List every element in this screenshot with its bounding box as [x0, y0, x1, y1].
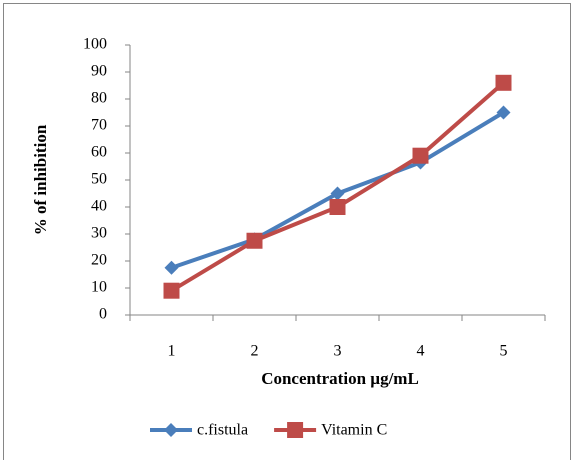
x-tick-label: 4 — [417, 343, 425, 360]
y-tick-label: 50 — [91, 171, 107, 188]
x-tick-label: 2 — [251, 343, 259, 360]
y-tick-label: 20 — [91, 252, 107, 269]
legend-marker — [164, 423, 178, 437]
y-tick-label: 30 — [91, 225, 107, 242]
y-tick-label: 0 — [99, 306, 107, 323]
y-tick-label: 40 — [91, 198, 107, 215]
legend-label: Vitamin C — [321, 422, 387, 439]
chart-border — [3, 3, 571, 460]
y-tick-label: 100 — [83, 36, 107, 53]
data-point — [330, 186, 345, 201]
x-tick-label: 1 — [168, 343, 176, 360]
x-tick-label: 5 — [500, 343, 508, 360]
data-point — [496, 105, 511, 120]
data-point — [329, 199, 346, 215]
y-tick-label: 10 — [91, 279, 107, 296]
y-tick-label: 80 — [91, 90, 107, 107]
data-point — [163, 282, 180, 299]
x-tick-label: 3 — [334, 343, 342, 360]
legend-marker — [287, 422, 304, 438]
legend-label: c.fistula — [197, 422, 248, 439]
x-axis-title: Concentration µg/mL — [261, 369, 419, 388]
y-tick-label: 60 — [91, 144, 107, 161]
data-point — [495, 74, 512, 91]
data-point — [246, 232, 263, 249]
y-axis-title: % of inhibition — [31, 124, 50, 235]
data-point — [164, 260, 179, 275]
y-tick-label: 70 — [91, 117, 107, 134]
data-point — [412, 147, 429, 164]
y-tick-label: 90 — [91, 63, 107, 80]
